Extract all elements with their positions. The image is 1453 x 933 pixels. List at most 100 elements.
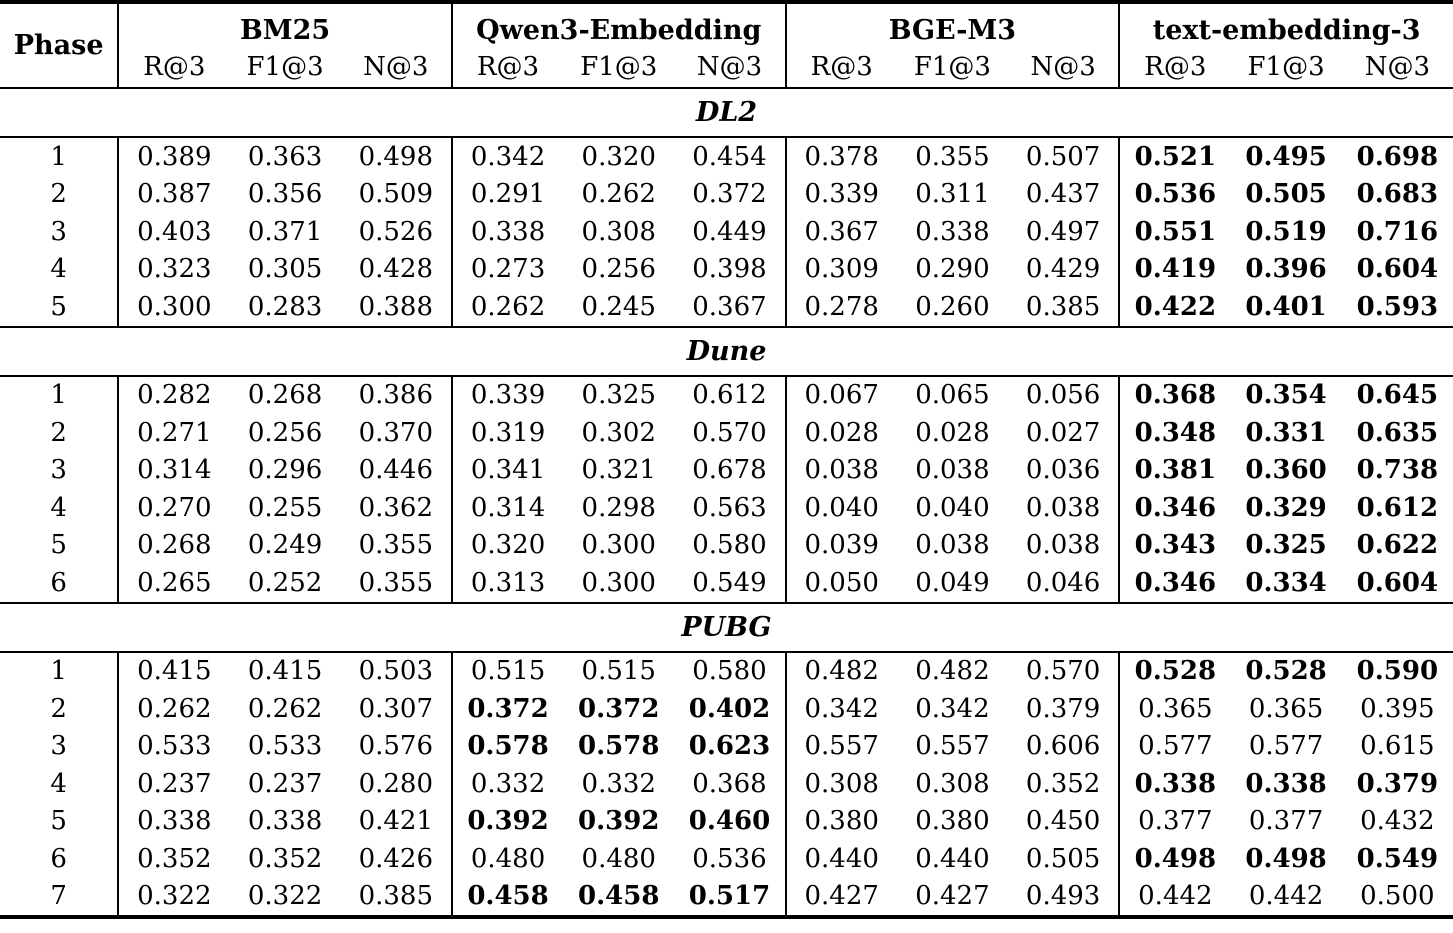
table-body: DL2 1 0.389 0.363 0.498 0.342 0.320 0.454 0.378 0…	[0, 88, 1453, 917]
metric-cell: 0.421	[340, 802, 453, 840]
metric-cell: 0.678	[674, 451, 787, 489]
metric-header-text-embedding-3-f1-3: F1@3	[1230, 46, 1342, 89]
metric-cell: 0.368	[1134, 380, 1217, 411]
metric-cell: 0.040	[804, 492, 879, 523]
metric-cell: 0.427	[804, 881, 879, 912]
metric-cell: 0.338	[1245, 768, 1327, 799]
column-header-phase: Phase	[0, 2, 120, 89]
metric-cell: 0.268	[247, 380, 323, 411]
metric-cell: 0.577	[1248, 731, 1324, 762]
metric-cell: 0.352	[137, 843, 212, 874]
metric-cell: 0.379	[1008, 690, 1121, 728]
metric-cell: 0.517	[674, 877, 787, 917]
metric-cell: 0.325	[1245, 530, 1327, 561]
metric-cell: 0.342	[470, 141, 546, 172]
metric-cell: 0.570	[674, 414, 787, 452]
metric-header-bge-m3-f1-3: F1@3	[896, 46, 1009, 89]
phase-cell: 5	[0, 288, 120, 328]
metric-header-qwen3-embedding-r-3: R@3	[451, 46, 564, 89]
metric-cell: 0.422	[1119, 288, 1231, 328]
table-row: 4 0.237 0.237 0.280 0.332 0.332 0.368 0.308 0.30…	[0, 765, 1453, 803]
metric-cell: 0.038	[1008, 489, 1121, 527]
metric-cell: 0.576	[340, 727, 453, 765]
metric-cell: 0.716	[1356, 216, 1439, 247]
metric-cell: 0.354	[1245, 380, 1327, 411]
table-row: 6 0.352 0.352 0.426 0.480 0.480 0.536 0.440 0.44…	[0, 840, 1453, 878]
metric-cell: 0.503	[340, 651, 453, 690]
metric-cell: 0.331	[1245, 417, 1327, 448]
table-header: Phase BM25 Qwen3-Embedding BGE-M3 text-embed…	[0, 2, 1453, 89]
table-row: 4 0.270 0.255 0.362 0.314 0.298 0.563 0.040 0.04…	[0, 489, 1453, 527]
metric-cell: 0.495	[1245, 141, 1327, 172]
metric-cell: 0.313	[451, 564, 564, 604]
metric-cell: 0.255	[247, 492, 323, 523]
metric-cell: 0.314	[470, 492, 546, 523]
metric-cell: 0.367	[674, 288, 787, 328]
metric-cell: 0.381	[1134, 455, 1217, 486]
section-band-pubg: PUBG	[0, 602, 1453, 653]
table-row: 2 0.271 0.256 0.370 0.319 0.302 0.570 0.028 0.02…	[0, 414, 1453, 452]
phase-cell: 2	[0, 175, 120, 213]
metric-cell: 0.458	[467, 881, 549, 912]
metric-cell: 0.482	[804, 656, 879, 687]
table-row: 1 0.282 0.268 0.386 0.339 0.325 0.612 0.067 0.06…	[0, 375, 1453, 414]
metric-cell: 0.307	[340, 690, 453, 728]
group-header-bm25: BM25	[118, 2, 453, 46]
metric-cell: 0.519	[1245, 216, 1327, 247]
metric-cell: 0.557	[915, 731, 990, 762]
table-row: 4 0.323 0.305 0.428 0.273 0.256 0.398 0.309 0.29…	[0, 250, 1453, 288]
metric-cell: 0.352	[1008, 765, 1121, 803]
metric-cell: 0.533	[247, 731, 323, 762]
metric-cell: 0.429	[1008, 250, 1121, 288]
metric-cell: 0.606	[1008, 727, 1121, 765]
metric-cell: 0.442	[1138, 881, 1213, 912]
metric-cell: 0.377	[1138, 806, 1213, 837]
metric-cell: 0.300	[563, 564, 675, 604]
metric-cell: 0.505	[1245, 179, 1327, 210]
metric-cell: 0.355	[340, 564, 453, 604]
metric-cell: 0.401	[1230, 288, 1342, 328]
metric-cell: 0.245	[563, 288, 675, 328]
metric-cell: 0.402	[674, 690, 787, 728]
metric-cell: 0.612	[1356, 492, 1439, 523]
metric-cell: 0.325	[581, 380, 656, 411]
metric-cell: 0.040	[915, 492, 990, 523]
phase-cell: 5	[0, 526, 120, 564]
metric-cell: 0.262	[451, 288, 564, 328]
metric-cell: 0.419	[1134, 254, 1217, 285]
table-row: 5 0.300 0.283 0.388 0.262 0.245 0.367 0.278 0.26…	[0, 288, 1453, 328]
metric-cell: 0.348	[1134, 417, 1217, 448]
phase-cell: 1	[0, 375, 120, 414]
metric-cell: 0.372	[467, 693, 549, 724]
metric-header-bge-m3-n-3: N@3	[1008, 46, 1121, 89]
metric-cell: 0.385	[1008, 288, 1121, 328]
metric-cell: 0.027	[1008, 414, 1121, 452]
metric-cell: 0.050	[785, 564, 897, 604]
metric-cell: 0.249	[247, 530, 323, 561]
phase-cell: 4	[0, 489, 120, 527]
metric-cell: 0.615	[1360, 731, 1435, 762]
metric-cell: 0.346	[1119, 564, 1231, 604]
metric-cell: 0.271	[137, 417, 212, 448]
phase-cell: 1	[0, 137, 120, 176]
metric-cell: 0.320	[470, 530, 546, 561]
metric-cell: 0.314	[137, 455, 212, 486]
table-row: 7 0.322 0.322 0.385 0.458 0.458 0.517 0.427 0.42…	[0, 877, 1453, 917]
metric-cell: 0.283	[229, 288, 341, 328]
metric-cell: 0.262	[247, 693, 323, 724]
metric-cell: 0.509	[340, 175, 453, 213]
metric-cell: 0.329	[1245, 492, 1327, 523]
metric-cell: 0.388	[340, 288, 453, 328]
metric-cell: 0.300	[118, 288, 230, 328]
metric-cell: 0.449	[674, 213, 787, 251]
metric-cell: 0.377	[1248, 806, 1324, 837]
metric-cell: 0.256	[581, 254, 656, 285]
group-header-text-embedding-3: text-embedding-3	[1152, 15, 1421, 46]
metric-cell: 0.363	[247, 141, 323, 172]
metric-cell: 0.446	[340, 451, 453, 489]
section-label: DL2	[0, 88, 1453, 138]
metric-header-qwen3-embedding-f1-3: F1@3	[563, 46, 675, 89]
metric-cell: 0.265	[118, 564, 230, 604]
metric-cell: 0.252	[229, 564, 341, 604]
